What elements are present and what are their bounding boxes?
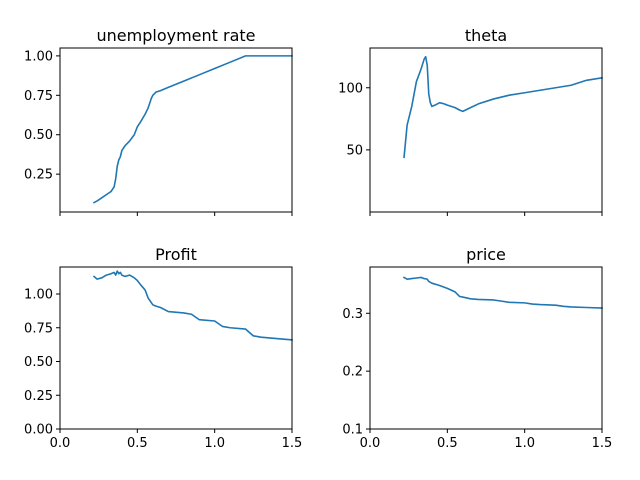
theta-title: theta [465, 26, 507, 45]
price-y-tick-label: 0.3 [342, 307, 363, 322]
unemployment-rate-series-line [92, 55, 293, 204]
theta-series-line [403, 55, 603, 159]
price-x-tick-label: 1.5 [592, 436, 613, 451]
profit-y-tick-label: 0.50 [24, 355, 53, 370]
profit-title: Profit [155, 245, 197, 264]
profit-y-tick-label: 0.25 [24, 389, 53, 404]
theta-axes-frame [369, 47, 603, 213]
unemployment-rate-y-tick-label: 0.50 [24, 128, 53, 143]
profit-series-line [92, 270, 293, 341]
profit-x-tick-label: 0.0 [50, 436, 71, 451]
unemployment-rate-y-tick-label: 0.25 [24, 168, 53, 183]
price-title: price [466, 245, 506, 264]
price-y-tick-label: 0.1 [342, 423, 363, 438]
unemployment-rate-axes-frame [59, 47, 293, 213]
profit-x-tick-label: 1.0 [204, 436, 225, 451]
profit-subplot: Profit 0.0 0.5 1.0 1.5 0.00 0.25 0.50 0.75 1.00 [24, 245, 302, 451]
profit-y-tick-label: 1.00 [24, 288, 53, 303]
profit-x-tick-label: 0.5 [127, 436, 148, 451]
price-series-line [402, 276, 603, 309]
unemployment-rate-subplot: unemployment rate 0.25 0.50 0.75 1.00 [24, 26, 293, 216]
unemployment-rate-y-tick-label: 0.75 [24, 89, 53, 104]
price-subplot: price 0.0 0.5 1.0 1.5 0.1 0.2 0.3 [342, 245, 612, 451]
price-x-tick-label: 1.0 [514, 436, 535, 451]
unemployment-rate-title: unemployment rate [97, 26, 256, 45]
profit-y-tick-label: 0.00 [24, 423, 53, 438]
profit-axes-frame [59, 266, 293, 430]
price-x-tick-label: 0.5 [437, 436, 458, 451]
theta-y-tick-label: 50 [346, 143, 363, 158]
theta-subplot: theta 50 100 [338, 26, 603, 216]
unemployment-rate-y-tick-label: 1.00 [24, 49, 53, 64]
profit-y-tick-label: 0.75 [24, 321, 53, 336]
price-axes-frame [369, 266, 603, 430]
profit-x-tick-label: 1.5 [282, 436, 303, 451]
price-x-tick-label: 0.0 [360, 436, 381, 451]
theta-y-tick-label: 100 [338, 81, 363, 96]
price-y-tick-label: 0.2 [342, 365, 363, 380]
